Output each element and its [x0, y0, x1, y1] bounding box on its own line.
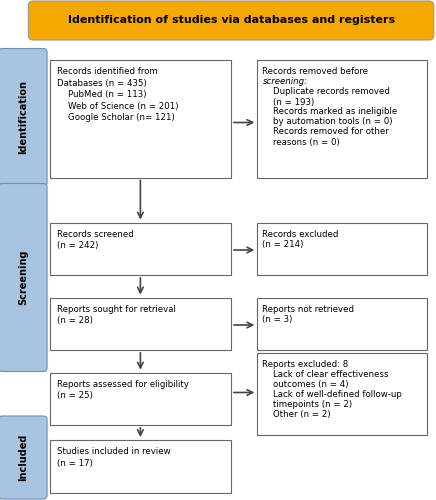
Text: Included: Included — [18, 434, 28, 481]
Text: Screening: Screening — [18, 250, 28, 305]
FancyBboxPatch shape — [0, 184, 47, 372]
Text: outcomes (n = 4): outcomes (n = 4) — [262, 380, 349, 389]
Text: Reports assessed for eligibility
(n = 25): Reports assessed for eligibility (n = 25… — [57, 380, 188, 400]
Text: Identification of studies via databases and registers: Identification of studies via databases … — [68, 16, 395, 26]
Text: Other (n = 2): Other (n = 2) — [262, 410, 331, 419]
Text: Records identified from
Databases (n = 435)
    PubMed (n = 113)
    Web of Scie: Records identified from Databases (n = 4… — [57, 68, 178, 122]
Text: (n = 214): (n = 214) — [262, 240, 304, 249]
FancyBboxPatch shape — [50, 440, 231, 492]
Text: (n = 3): (n = 3) — [262, 315, 293, 324]
FancyBboxPatch shape — [0, 48, 47, 186]
Text: Lack of well-defined follow-up: Lack of well-defined follow-up — [262, 390, 402, 399]
Text: timepoints (n = 2): timepoints (n = 2) — [262, 400, 353, 409]
Text: Duplicate records removed: Duplicate records removed — [262, 88, 390, 96]
Text: Records excluded: Records excluded — [262, 230, 339, 239]
FancyBboxPatch shape — [257, 222, 427, 275]
Text: Records removed before: Records removed before — [262, 68, 368, 76]
FancyBboxPatch shape — [28, 1, 434, 40]
FancyBboxPatch shape — [50, 222, 231, 275]
Text: Reports not retrieved: Reports not retrieved — [262, 305, 354, 314]
Text: Records removed for other: Records removed for other — [262, 128, 389, 136]
FancyBboxPatch shape — [257, 298, 427, 350]
Text: Reports sought for retrieval
(n = 28): Reports sought for retrieval (n = 28) — [57, 305, 176, 326]
Text: by automation tools (n = 0): by automation tools (n = 0) — [262, 118, 393, 126]
Text: Reports excluded: 8: Reports excluded: 8 — [262, 360, 349, 369]
Text: Records marked as ineligible: Records marked as ineligible — [262, 108, 398, 116]
Text: Lack of clear effectiveness: Lack of clear effectiveness — [262, 370, 389, 379]
Text: (n = 193): (n = 193) — [262, 98, 315, 106]
Text: Studies included in review
(n = 17): Studies included in review (n = 17) — [57, 448, 170, 468]
FancyBboxPatch shape — [50, 298, 231, 350]
FancyBboxPatch shape — [257, 352, 427, 435]
Text: Identification: Identification — [18, 80, 28, 154]
Text: screening:: screening: — [262, 78, 307, 86]
FancyBboxPatch shape — [50, 372, 231, 425]
FancyBboxPatch shape — [50, 60, 231, 178]
Text: reasons (n = 0): reasons (n = 0) — [262, 138, 340, 146]
FancyBboxPatch shape — [257, 60, 427, 178]
Text: Records screened
(n = 242): Records screened (n = 242) — [57, 230, 133, 250]
FancyBboxPatch shape — [0, 416, 47, 499]
